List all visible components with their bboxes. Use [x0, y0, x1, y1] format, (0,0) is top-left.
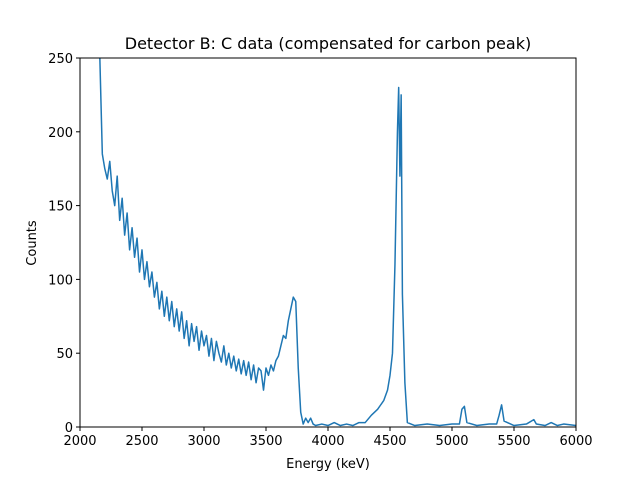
- x-tick-label: 4500: [373, 434, 406, 449]
- y-axis-label: Counts: [25, 220, 40, 266]
- x-tick-label: 3500: [249, 434, 282, 449]
- x-tick-label: 6000: [559, 434, 592, 449]
- x-tick-label: 5000: [435, 434, 468, 449]
- chart-title: Detector B: C data (compensated for carb…: [125, 34, 531, 53]
- x-tick-label: 3000: [187, 434, 220, 449]
- y-tick-label: 150: [48, 200, 73, 215]
- x-tick-label: 2000: [63, 434, 96, 449]
- x-tick-label: 5500: [497, 434, 530, 449]
- axes-frame: [79, 57, 577, 428]
- x-tick-label: 2500: [125, 434, 158, 449]
- y-tick-label: 200: [48, 126, 73, 141]
- y-tick-label: 0: [65, 421, 73, 436]
- data-line: [99, 58, 576, 427]
- y-tick-label: 250: [48, 52, 73, 67]
- y-tick-label: 100: [48, 273, 73, 288]
- y-tick-label: 50: [56, 347, 73, 362]
- plot-area: [99, 58, 576, 427]
- x-tick-label: 4000: [311, 434, 344, 449]
- x-axis-label: Energy (keV): [286, 457, 370, 472]
